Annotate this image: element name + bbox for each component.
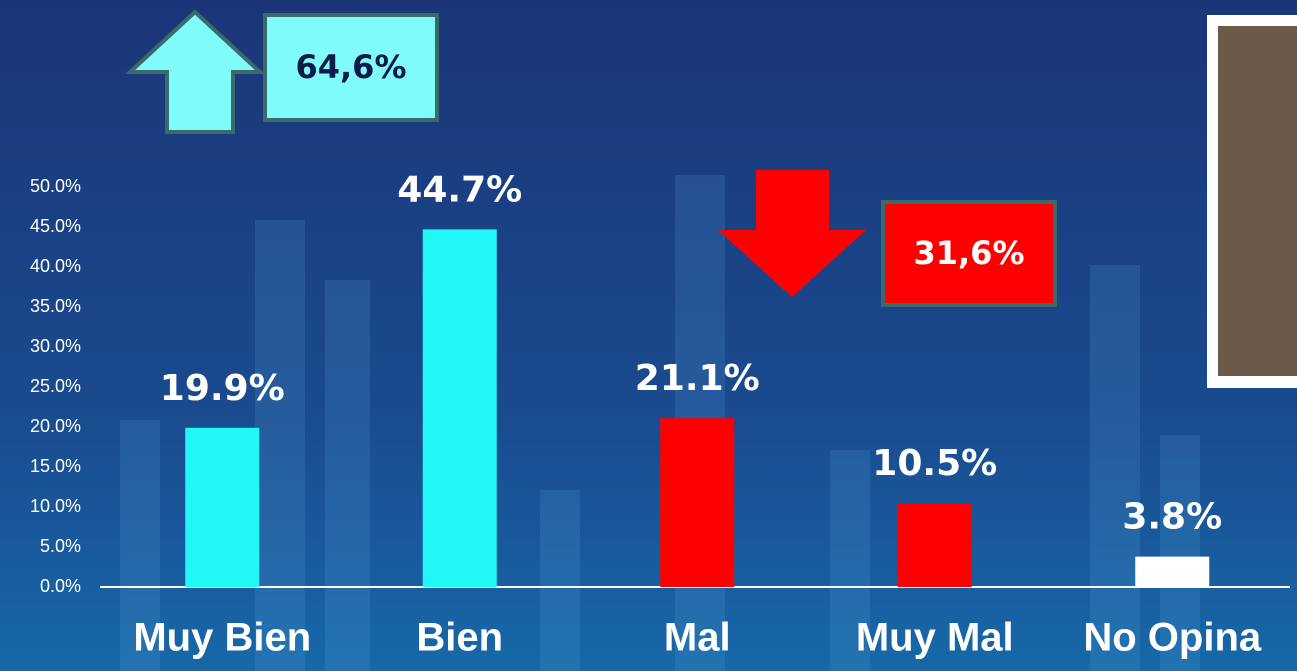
x-tick-label: Mal [664, 616, 731, 660]
bar [1135, 556, 1210, 587]
bar [185, 427, 260, 587]
y-tick-label: 0.0% [40, 576, 81, 596]
photo [1218, 26, 1297, 376]
bar [897, 503, 972, 587]
y-tick-label: 25.0% [30, 376, 81, 396]
x-tick-label: No Opina [1083, 616, 1262, 660]
annotation-box [263, 13, 439, 122]
x-tick-label: Muy Mal [856, 616, 1014, 660]
value-label: 21.1% [635, 358, 760, 399]
value-label: 10.5% [872, 443, 997, 484]
x-tick-label: Muy Bien [133, 616, 311, 660]
value-label: 3.8% [1122, 497, 1222, 538]
annotation-box [881, 200, 1057, 307]
down-arrow [718, 170, 866, 297]
up-arrow [124, 9, 266, 134]
annotation: 31,6% [913, 234, 1024, 272]
y-tick-label: 35.0% [30, 296, 81, 316]
y-tick-label: 50.0% [30, 176, 81, 196]
annotation: 64,6% [295, 48, 406, 86]
y-tick-label: 5.0% [40, 536, 81, 556]
y-tick-label: 45.0% [30, 216, 81, 236]
y-tick-label: 30.0% [30, 336, 81, 356]
value-label: 44.7% [397, 169, 522, 210]
value-label: 19.9% [160, 368, 285, 409]
y-tick-label: 20.0% [30, 416, 81, 436]
y-tick-label: 40.0% [30, 256, 81, 276]
bar [422, 229, 497, 587]
bar [660, 418, 735, 587]
y-tick-label: 10.0% [30, 496, 81, 516]
x-tick-label: Bien [416, 616, 503, 660]
y-tick-label: 15.0% [30, 456, 81, 476]
